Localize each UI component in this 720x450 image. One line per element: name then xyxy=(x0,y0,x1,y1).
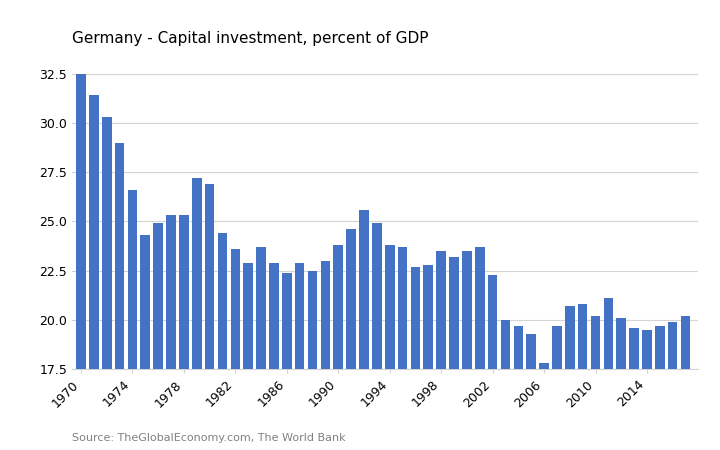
Bar xyxy=(539,363,549,369)
Bar xyxy=(114,143,125,369)
Bar xyxy=(513,326,523,369)
Bar xyxy=(320,261,330,369)
Bar xyxy=(397,247,408,369)
Bar xyxy=(346,229,356,369)
Bar xyxy=(385,245,395,369)
Bar xyxy=(192,178,202,369)
Bar xyxy=(243,263,253,369)
Bar xyxy=(333,245,343,369)
Bar xyxy=(269,263,279,369)
Bar xyxy=(140,235,150,369)
Bar xyxy=(230,249,240,369)
Bar xyxy=(307,270,318,369)
Bar xyxy=(578,304,588,369)
Bar xyxy=(179,216,189,369)
Bar xyxy=(655,326,665,369)
Bar xyxy=(423,265,433,369)
Bar xyxy=(526,333,536,369)
Bar xyxy=(204,184,215,369)
Bar xyxy=(590,316,600,369)
Bar xyxy=(680,316,690,369)
Bar xyxy=(127,190,138,369)
Text: Germany - Capital investment, percent of GDP: Germany - Capital investment, percent of… xyxy=(72,31,428,46)
Bar xyxy=(668,322,678,369)
Bar xyxy=(436,251,446,369)
Bar xyxy=(102,117,112,369)
Bar xyxy=(487,274,498,369)
Bar xyxy=(372,223,382,369)
Text: Source: TheGlobalEconomy.com, The World Bank: Source: TheGlobalEconomy.com, The World … xyxy=(72,433,346,443)
Bar xyxy=(166,216,176,369)
Bar xyxy=(475,247,485,369)
Bar xyxy=(410,266,420,369)
Bar xyxy=(282,273,292,369)
Bar xyxy=(89,95,99,369)
Bar xyxy=(295,263,305,369)
Bar xyxy=(462,251,472,369)
Bar xyxy=(629,328,639,369)
Bar xyxy=(449,257,459,369)
Bar xyxy=(500,320,510,369)
Bar xyxy=(256,247,266,369)
Bar xyxy=(76,74,86,369)
Bar xyxy=(642,329,652,369)
Bar xyxy=(552,326,562,369)
Bar xyxy=(153,223,163,369)
Bar xyxy=(217,233,228,369)
Bar xyxy=(603,298,613,369)
Bar xyxy=(616,318,626,369)
Bar xyxy=(565,306,575,369)
Bar xyxy=(359,210,369,369)
